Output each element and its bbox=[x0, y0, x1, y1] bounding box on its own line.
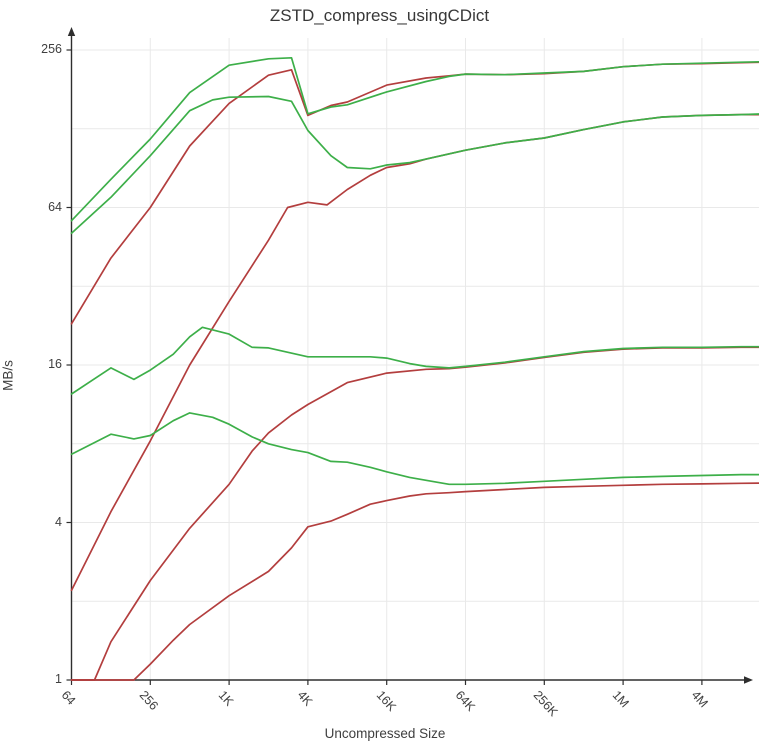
series-green-line-4 bbox=[70, 412, 759, 486]
series-red-line-4 bbox=[70, 482, 759, 681]
series-green-line-1 bbox=[70, 56, 759, 222]
y-tick-label: 256 bbox=[41, 42, 62, 56]
series-red-line-1 bbox=[70, 61, 759, 325]
x-axis-arrow bbox=[744, 676, 753, 684]
y-axis-arrow bbox=[67, 27, 76, 36]
y-tick-label: 1 bbox=[55, 672, 62, 686]
chart-title: ZSTD_compress_usingCDict bbox=[269, 6, 490, 25]
x-axis-title: Uncompressed Size bbox=[324, 726, 446, 741]
y-tick-label: 16 bbox=[48, 357, 62, 371]
series-green-line-2 bbox=[70, 95, 759, 235]
series-red-line-3 bbox=[70, 346, 759, 681]
series-green-line-3 bbox=[70, 326, 759, 395]
y-tick-label: 4 bbox=[55, 514, 62, 529]
y-tick-label: 64 bbox=[48, 199, 62, 214]
